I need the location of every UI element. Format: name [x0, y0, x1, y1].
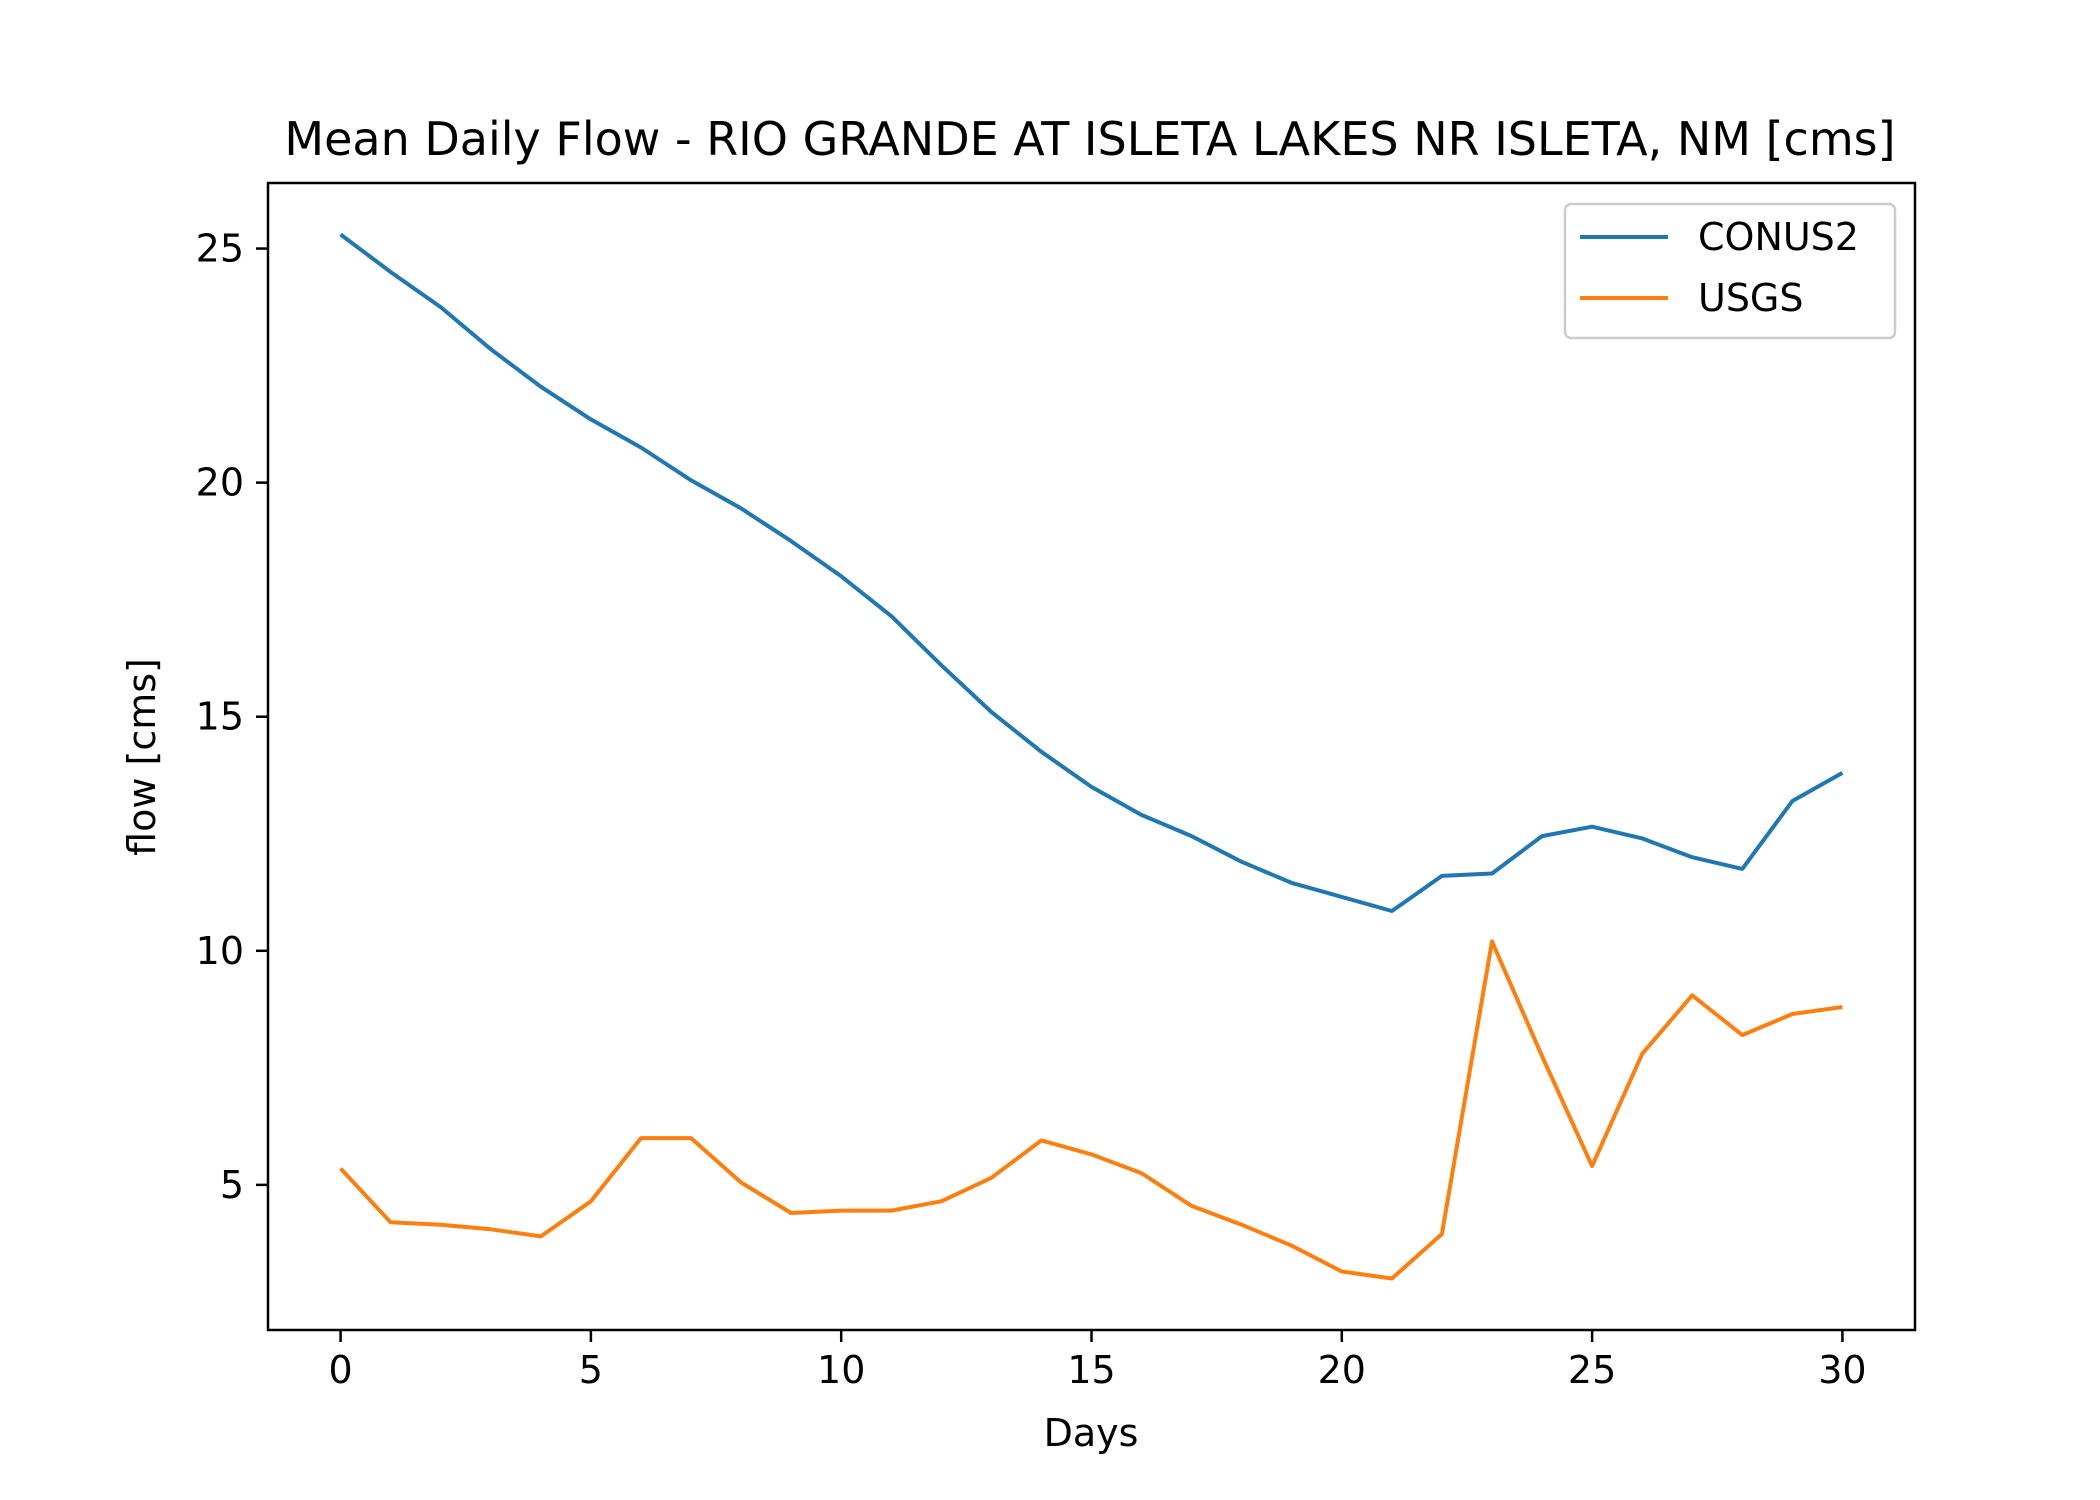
- y-axis-title: flow [cms]: [120, 658, 164, 856]
- x-tick-label: 0: [328, 1348, 352, 1392]
- series-line-usgs: [339, 939, 1843, 1281]
- x-tick-label: 15: [1067, 1348, 1115, 1392]
- series-line-conus2: [339, 232, 1844, 913]
- series-layer: [339, 232, 1844, 1281]
- x-tick-label: 5: [579, 1348, 603, 1392]
- chart-title: Mean Daily Flow - RIO GRANDE AT ISLETA L…: [284, 112, 1895, 166]
- x-axis-title: Days: [1044, 1411, 1139, 1455]
- x-tick-label: 10: [817, 1348, 865, 1392]
- legend-label-usgs: USGS: [1698, 276, 1804, 320]
- y-tick-label: 15: [196, 695, 244, 739]
- y-axis: 5 10 15 20 25: [196, 227, 268, 1207]
- plot-area-frame: [266, 181, 1917, 1332]
- x-tick-label: 20: [1318, 1348, 1366, 1392]
- y-tick-label: 20: [196, 461, 244, 505]
- legend: CONUS2 USGS: [1563, 202, 1897, 340]
- x-tick-label: 25: [1568, 1348, 1616, 1392]
- y-tick-label: 25: [196, 227, 244, 271]
- y-tick-label: 5: [220, 1163, 244, 1207]
- x-axis: 0 5 10 15 20 25 30: [328, 1330, 1867, 1392]
- x-tick-label: 30: [1818, 1348, 1866, 1392]
- y-tick-label: 10: [196, 929, 244, 973]
- legend-label-conus2: CONUS2: [1698, 215, 1859, 259]
